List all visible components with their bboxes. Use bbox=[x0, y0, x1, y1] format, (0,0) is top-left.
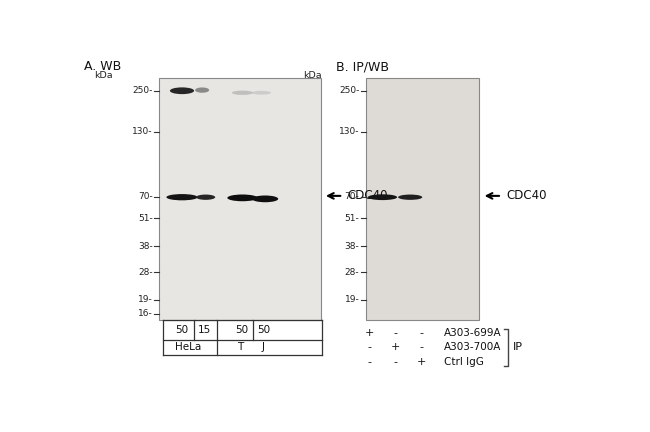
Text: T: T bbox=[237, 342, 243, 352]
Text: 50: 50 bbox=[176, 325, 188, 335]
Ellipse shape bbox=[170, 87, 194, 94]
Text: HeLa: HeLa bbox=[176, 342, 202, 352]
Text: -: - bbox=[367, 357, 371, 367]
Text: -: - bbox=[419, 328, 423, 338]
Text: A303-700A: A303-700A bbox=[444, 342, 501, 352]
Text: -: - bbox=[394, 328, 398, 338]
Text: 28-: 28- bbox=[344, 267, 359, 276]
Text: 250-: 250- bbox=[133, 86, 153, 95]
Bar bbox=[366, 79, 479, 320]
Ellipse shape bbox=[232, 91, 253, 95]
Ellipse shape bbox=[196, 194, 215, 200]
Text: +: + bbox=[417, 357, 426, 367]
Ellipse shape bbox=[227, 194, 257, 201]
Text: 50: 50 bbox=[235, 325, 248, 335]
Ellipse shape bbox=[252, 91, 271, 95]
Text: CDC40: CDC40 bbox=[347, 189, 388, 202]
Text: -: - bbox=[394, 357, 398, 367]
Text: B. IP/WB: B. IP/WB bbox=[335, 60, 389, 73]
Text: 38-: 38- bbox=[138, 242, 153, 251]
Ellipse shape bbox=[398, 194, 423, 200]
Text: 130-: 130- bbox=[133, 127, 153, 136]
Ellipse shape bbox=[195, 87, 209, 93]
Text: 28-: 28- bbox=[138, 267, 153, 276]
Ellipse shape bbox=[368, 194, 397, 200]
Text: 50: 50 bbox=[257, 325, 270, 335]
Text: 16-: 16- bbox=[138, 309, 153, 318]
Text: Ctrl IgG: Ctrl IgG bbox=[444, 357, 484, 367]
Text: +: + bbox=[391, 342, 400, 352]
Text: 70-: 70- bbox=[138, 192, 153, 201]
Text: 51-: 51- bbox=[138, 214, 153, 222]
Text: CDC40: CDC40 bbox=[506, 189, 547, 202]
Text: 130-: 130- bbox=[339, 127, 359, 136]
Ellipse shape bbox=[166, 194, 198, 200]
Text: A303-699A: A303-699A bbox=[444, 328, 502, 338]
Ellipse shape bbox=[252, 196, 278, 202]
Text: IP: IP bbox=[512, 343, 523, 353]
Text: 15: 15 bbox=[198, 325, 211, 335]
Text: 19-: 19- bbox=[138, 295, 153, 304]
Text: -: - bbox=[419, 342, 423, 352]
Text: J: J bbox=[261, 342, 264, 352]
Text: -: - bbox=[367, 342, 371, 352]
Text: kDa: kDa bbox=[94, 70, 112, 79]
Text: 70-: 70- bbox=[344, 192, 359, 201]
Text: 51-: 51- bbox=[344, 214, 359, 222]
Text: kDa: kDa bbox=[304, 70, 322, 79]
Bar bbox=[159, 79, 320, 320]
Text: A. WB: A. WB bbox=[84, 60, 121, 73]
Text: 38-: 38- bbox=[344, 242, 359, 251]
Text: +: + bbox=[365, 328, 374, 338]
Text: 19-: 19- bbox=[344, 295, 359, 304]
Text: 250-: 250- bbox=[339, 86, 359, 95]
